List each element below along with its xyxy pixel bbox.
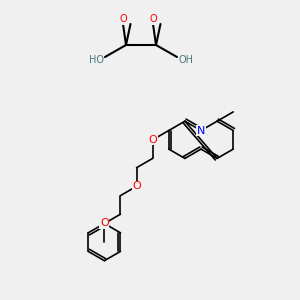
Text: O: O: [149, 14, 157, 25]
Text: O: O: [132, 181, 141, 191]
Text: N: N: [197, 125, 205, 136]
Text: O: O: [148, 135, 157, 145]
Text: O: O: [100, 218, 109, 229]
Text: OH: OH: [178, 55, 194, 65]
Text: HO: HO: [88, 55, 104, 65]
Text: O: O: [119, 14, 127, 25]
